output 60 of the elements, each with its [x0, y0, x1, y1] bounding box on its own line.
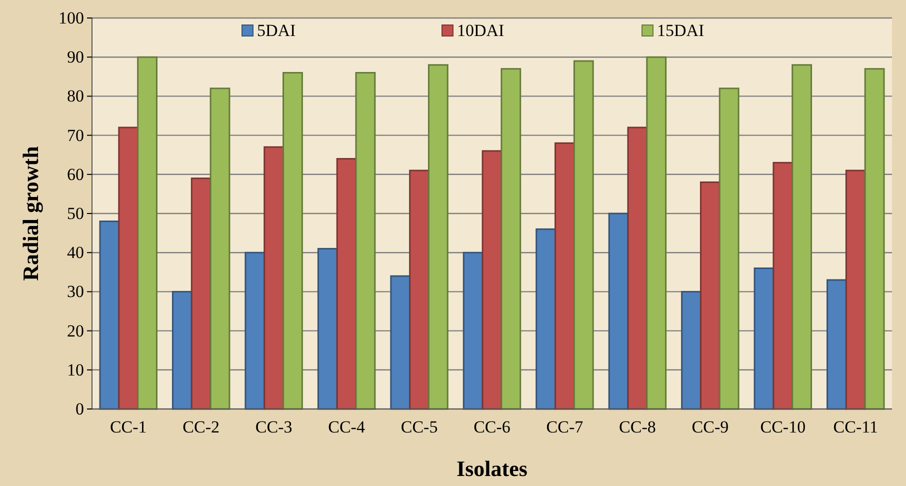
y-axis-title: Radial growth [18, 146, 43, 281]
bar [792, 64, 812, 410]
bar [462, 252, 484, 410]
y-tick-label: 60 [67, 164, 84, 184]
y-tick-label: 10 [67, 360, 84, 380]
y-tick-label: 0 [76, 399, 84, 418]
bar [409, 170, 430, 410]
bar [754, 267, 774, 410]
y-tick-label: 80 [67, 86, 84, 106]
bar [681, 290, 702, 410]
y-tick-label: 40 [67, 243, 84, 262]
legend-label: 15DAI [657, 21, 705, 40]
bar [355, 72, 376, 410]
bar [336, 158, 357, 410]
y-tick-label: 20 [67, 321, 84, 340]
x-tick-label: CC-3 [255, 417, 292, 436]
x-tick-label: CC-9 [692, 417, 729, 436]
bar [390, 275, 411, 410]
legend-label: 5DAI [257, 21, 296, 40]
x-tick-label: CC-8 [619, 417, 656, 436]
x-tick-label: CC-11 [833, 417, 878, 436]
bar [482, 150, 502, 410]
bar [573, 60, 594, 410]
bar [244, 252, 266, 410]
bar [172, 290, 192, 410]
y-tick-label: 70 [67, 126, 84, 145]
y-tick-label: 30 [67, 282, 84, 302]
x-tick-label: CC-10 [760, 417, 806, 436]
bar [99, 220, 120, 410]
x-tick-label: CC-1 [110, 417, 147, 436]
legend-label: 10DAI [457, 21, 505, 40]
bar [190, 178, 212, 410]
bar [627, 126, 648, 410]
y-tick-label: 90 [67, 48, 84, 67]
bar [210, 88, 230, 410]
bar [646, 56, 667, 410]
bar [428, 64, 448, 410]
bar [700, 181, 720, 410]
x-tick-label: CC-7 [546, 417, 584, 436]
bar [317, 248, 338, 410]
bar [864, 68, 885, 410]
y-tick-label: 100 [58, 8, 84, 28]
bar [845, 170, 866, 410]
bar [137, 56, 158, 410]
bar [608, 212, 629, 410]
bar [118, 126, 139, 410]
bar [264, 146, 284, 410]
bar [536, 228, 556, 410]
x-tick-label: CC-5 [400, 417, 438, 436]
bar [500, 68, 522, 410]
x-tick-label: CC-6 [474, 417, 510, 436]
x-tick-label: CC-4 [328, 417, 366, 436]
x-axis-title: Isolates [456, 456, 528, 481]
bar [826, 279, 847, 410]
y-tick-label: 50 [67, 204, 84, 223]
bar [718, 88, 740, 410]
bar [282, 72, 303, 410]
x-tick-label: CC-2 [182, 417, 220, 436]
bar [772, 162, 794, 410]
bar [554, 142, 575, 410]
